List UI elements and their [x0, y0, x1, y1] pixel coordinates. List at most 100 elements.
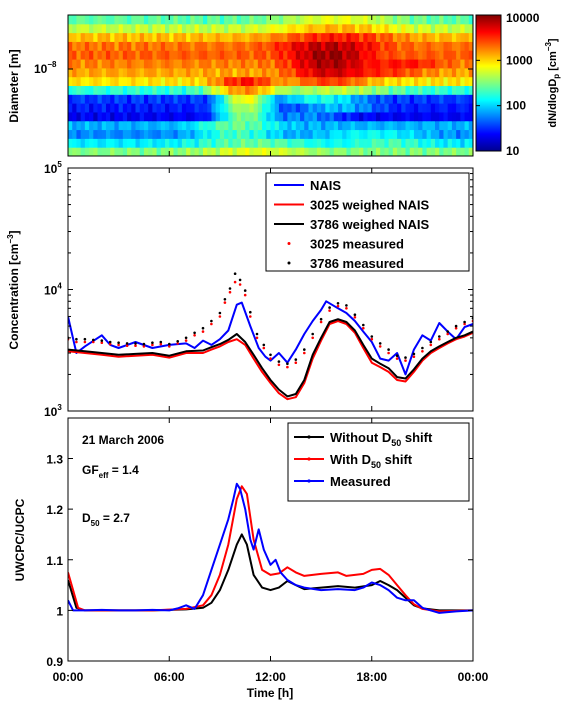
heatmap-cell	[262, 138, 267, 148]
heatmap-cell	[468, 50, 474, 60]
heatmap-cell	[439, 59, 444, 69]
heatmap-cell	[295, 32, 301, 42]
heatmap-cell	[304, 94, 309, 104]
heatmap-cell	[304, 32, 309, 42]
heatmap-cell	[388, 111, 394, 122]
heatmap-cell	[439, 23, 444, 34]
heatmap-cell	[409, 67, 415, 78]
heatmap-cell	[249, 59, 255, 69]
heatmap-cell	[405, 41, 411, 51]
heatmap-cell	[143, 23, 149, 34]
heatmap-cell	[380, 94, 385, 104]
heatmap-cell	[236, 23, 242, 34]
heatmap-cell	[135, 94, 141, 104]
heatmap-cell	[388, 41, 394, 51]
heatmap-cell	[232, 59, 238, 69]
heatmap-cell	[363, 129, 369, 139]
heatmap-cell	[375, 103, 381, 113]
heatmap-cell	[456, 41, 461, 51]
heatmap-cell	[291, 94, 297, 104]
heatmap-cell	[409, 138, 415, 148]
heatmap-cell	[316, 67, 322, 78]
heatmap-cell	[371, 67, 377, 78]
heatmap-cell	[413, 32, 419, 42]
heatmap-cell	[215, 23, 221, 34]
heatmap-cell	[392, 94, 398, 104]
colorbar-label: dN/dlogDp [cm−3]	[544, 38, 561, 128]
heatmap-cell	[426, 23, 432, 34]
heatmap-cell	[76, 94, 82, 104]
heatmap-cell	[198, 85, 204, 95]
heatmap-cell	[80, 50, 86, 60]
heatmap-cell	[190, 41, 196, 51]
concentration-point-3	[294, 361, 298, 365]
heatmap-cell	[143, 138, 149, 148]
concentration-point-3	[454, 326, 458, 330]
heatmap-cell	[468, 41, 474, 51]
heatmap-cell	[354, 111, 360, 122]
heatmap-cell	[359, 23, 364, 34]
heatmap-cell	[283, 138, 288, 148]
heatmap-cell	[152, 147, 158, 157]
heatmap-cell	[359, 41, 364, 51]
heatmap-cell	[76, 103, 82, 113]
heatmap-cell	[413, 59, 419, 69]
heatmap-cell	[308, 32, 314, 42]
heatmap-cell	[249, 85, 255, 95]
heatmap-cell	[177, 50, 183, 60]
heatmap-cell	[295, 94, 301, 104]
heatmap-cell	[435, 103, 440, 113]
heatmap-cell	[321, 138, 326, 148]
heatmap-cell	[203, 41, 208, 51]
heatmap-cell	[354, 50, 360, 60]
concentration-point-4	[463, 320, 466, 324]
heatmap-cell	[295, 120, 301, 131]
heatmap-cell	[333, 50, 339, 60]
concentration-point-3	[421, 350, 424, 353]
heatmap-cell	[426, 138, 432, 148]
heatmap-cell	[160, 85, 166, 95]
heatmap-cell	[342, 15, 347, 25]
heatmap-cell	[219, 76, 225, 86]
heatmap-cell	[468, 120, 474, 131]
heatmap-cell	[190, 59, 196, 69]
heatmap-cell	[131, 120, 136, 131]
heatmap-cell	[101, 32, 107, 42]
heatmap-cell	[354, 67, 360, 78]
heatmap-cell	[224, 103, 229, 113]
heatmap-cell	[84, 50, 90, 60]
heatmap-cell	[443, 94, 449, 104]
heatmap-cell	[464, 50, 470, 60]
heatmap-cell	[198, 50, 204, 60]
heatmap-cell	[139, 59, 145, 69]
heatmap-cell	[274, 129, 280, 139]
heatmap-cell	[346, 41, 352, 51]
heatmap-cell	[165, 15, 170, 25]
heatmap-cell	[464, 129, 470, 139]
heatmap-cell	[346, 32, 352, 42]
heatmap-cell	[278, 85, 284, 95]
concentration-point-3	[151, 343, 154, 347]
heatmap-cell	[245, 111, 250, 122]
concentration-point-3	[184, 339, 188, 342]
heatmap-cell	[413, 129, 419, 139]
heatmap-cell	[181, 103, 187, 113]
heatmap-cell	[122, 103, 128, 113]
heatmap-cell	[122, 94, 128, 104]
heatmap-cell	[211, 32, 217, 42]
concentration-point-4	[159, 340, 163, 344]
heatmap-cell	[435, 147, 440, 157]
heatmap-cell	[236, 111, 242, 122]
heatmap-cell	[283, 23, 288, 34]
heatmap-cell	[262, 41, 267, 51]
colorbar-tick-label: 100	[506, 99, 526, 113]
heatmap-cell	[304, 120, 309, 131]
heatmap-cell	[359, 59, 364, 69]
heatmap-cell	[388, 103, 394, 113]
heatmap-cell	[190, 147, 196, 157]
heatmap-cell	[101, 15, 107, 25]
heatmap-cell	[443, 59, 449, 69]
heatmap-cell	[203, 138, 208, 148]
heatmap-cell	[262, 94, 267, 104]
heatmap-cell	[464, 32, 470, 42]
